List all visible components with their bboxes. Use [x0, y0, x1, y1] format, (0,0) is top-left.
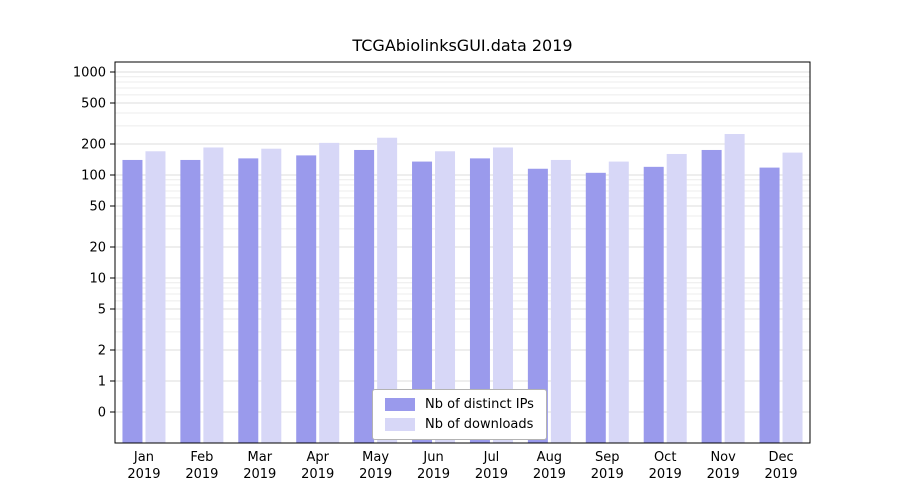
x-tick-label-year: 2019 [475, 467, 508, 482]
y-tick-label: 500 [81, 97, 106, 112]
x-tick-label-year: 2019 [359, 467, 392, 482]
legend-item-downloads: Nb of downloads [385, 418, 534, 431]
x-tick-label-month: Mar [248, 450, 273, 465]
y-tick-label: 200 [81, 137, 106, 152]
legend-item-distinct-ips: Nb of distinct IPs [385, 398, 534, 411]
y-tick-label: 1 [98, 375, 106, 390]
bar-downloads-Dec [782, 152, 803, 443]
x-tick-label-month: May [362, 450, 389, 465]
y-tick-label: 0 [98, 406, 106, 421]
y-tick-label: 5 [98, 303, 106, 318]
x-tick-label-month: Feb [190, 450, 213, 465]
plot-border [114, 61, 811, 444]
bar-downloads-Jan [145, 151, 166, 443]
bar-downloads-Aug [550, 159, 571, 444]
bar-distinct-ips-Jan [122, 159, 143, 444]
x-tick-label-month: Jun [422, 450, 443, 465]
legend-swatch-distinct-ips [385, 398, 415, 411]
bar-downloads-Nov [724, 134, 745, 443]
bar-distinct-ips-Oct [643, 166, 664, 443]
x-tick-label-year: 2019 [243, 467, 276, 482]
x-tick-label-year: 2019 [127, 467, 160, 482]
y-tick-label: 100 [81, 169, 106, 184]
x-tick-label-year: 2019 [591, 467, 624, 482]
bar-distinct-ips-May [354, 149, 375, 443]
bar-downloads-Sep [608, 161, 629, 443]
bar-distinct-ips-Feb [180, 159, 201, 444]
x-tick-label-month: Oct [654, 450, 676, 465]
x-tick-label-year: 2019 [764, 467, 797, 482]
bar-downloads-Oct [666, 153, 687, 443]
x-tick-label-month: Dec [768, 450, 793, 465]
bar-downloads-Apr [319, 142, 340, 444]
bar-distinct-ips-Mar [238, 158, 259, 443]
y-tick-label: 1000 [73, 66, 106, 81]
x-tick-label-year: 2019 [707, 467, 740, 482]
y-tick-label: 10 [89, 272, 106, 287]
y-tick-label: 2 [98, 343, 106, 358]
bar-downloads-Feb [203, 147, 224, 443]
x-tick-label-year: 2019 [649, 467, 682, 482]
x-tick-label-year: 2019 [533, 467, 566, 482]
x-tick-label-month: Aug [537, 450, 562, 465]
chart-title: TCGAbiolinksGUI.data 2019 [352, 36, 573, 55]
bar-distinct-ips-Dec [759, 167, 780, 444]
bar-distinct-ips-Jul [469, 158, 490, 443]
x-tick-label-year: 2019 [417, 467, 450, 482]
chart-legend: Nb of distinct IPs Nb of downloads [372, 389, 547, 440]
x-tick-label-year: 2019 [301, 467, 334, 482]
x-tick-label-month: Sep [595, 450, 620, 465]
bar-downloads-May [377, 137, 398, 443]
bar-downloads-Jul [492, 147, 513, 443]
x-tick-label-month: Nov [710, 450, 736, 465]
x-tick-label-month: Jul [483, 450, 500, 465]
y-tick-label: 50 [89, 200, 106, 215]
x-tick-label-year: 2019 [185, 467, 218, 482]
bar-distinct-ips-Jun [412, 161, 433, 443]
bar-distinct-ips-Sep [585, 172, 606, 443]
bar-downloads-Jun [435, 151, 456, 443]
x-tick-label-month: Apr [306, 450, 329, 465]
legend-swatch-downloads [385, 418, 415, 431]
legend-label-downloads: Nb of downloads [425, 417, 534, 432]
bar-distinct-ips-Nov [701, 149, 722, 443]
bar-distinct-ips-Apr [296, 155, 317, 444]
y-tick-label: 20 [89, 240, 106, 255]
bar-downloads-Mar [261, 148, 282, 444]
bar-distinct-ips-Aug [527, 168, 548, 444]
x-tick-label-month: Jan [133, 450, 154, 465]
legend-label-distinct-ips: Nb of distinct IPs [425, 397, 534, 412]
